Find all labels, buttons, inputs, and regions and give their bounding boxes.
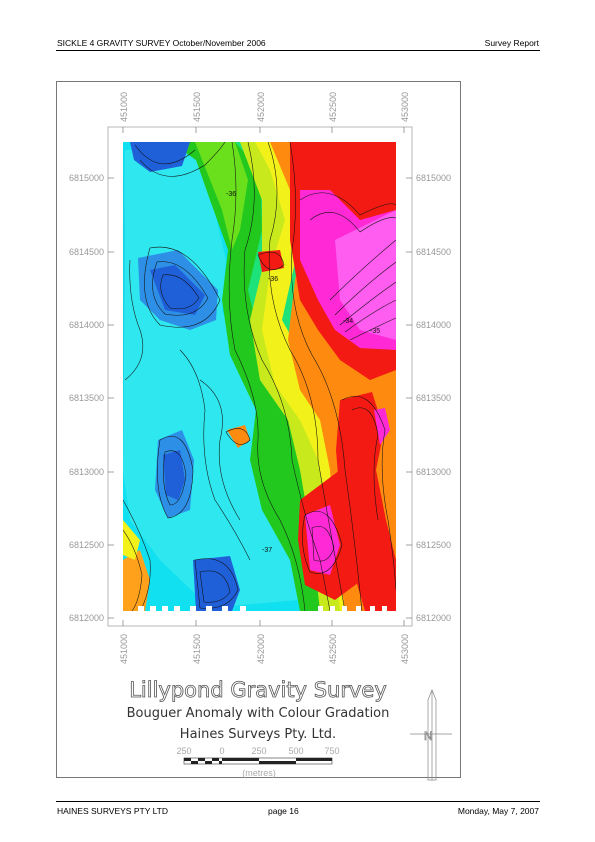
contour-label: -37: [262, 547, 272, 554]
easting-labels-top: 451000 451500 452000 452500 453000: [119, 92, 410, 122]
scale-tick-label: 500: [288, 746, 303, 756]
easting-label: 451000: [119, 92, 129, 122]
contour-label: -35: [370, 328, 380, 335]
footer-date: Monday, May 7, 2007: [458, 806, 539, 816]
easting-label: 451000: [119, 634, 129, 664]
map-subtitle: Bouguer Anomaly with Colour Gradation: [127, 706, 390, 721]
easting-label: 453000: [400, 92, 410, 122]
northing-label: 6814000: [69, 320, 104, 330]
title-block: Lillypond Gravity Survey Bouguer Anomaly…: [127, 678, 390, 742]
scale-tick-label: 250: [251, 746, 266, 756]
company-name: Haines Surveys Pty. Ltd.: [180, 727, 336, 742]
scale-tick-label: 0: [219, 746, 224, 756]
footer-page-number: page 16: [268, 806, 299, 816]
easting-label: 452500: [328, 92, 338, 122]
northing-label: 6812000: [69, 613, 104, 623]
northing-label: 6815000: [416, 173, 451, 183]
easting-labels-bottom: 451000 451500 452000 452500 453000: [119, 634, 410, 664]
easting-label: 452000: [256, 634, 266, 664]
footer-company: HAINES SURVEYS PTY LTD: [57, 806, 168, 816]
northing-label: 6814000: [416, 320, 451, 330]
scale-bar: 250 0 250 500 750 (metres): [176, 746, 339, 778]
north-label: N: [424, 729, 433, 743]
northing-label: 6813500: [69, 393, 104, 403]
northing-label: 6814500: [69, 247, 104, 257]
northing-label: 6812000: [416, 613, 451, 623]
northing-label: 6813000: [69, 467, 104, 477]
easting-label: 452000: [256, 92, 266, 122]
northing-label: 6813000: [416, 467, 451, 477]
colour-raster: [123, 142, 396, 611]
contour-label: -34: [343, 318, 353, 325]
scale-tick-label: 750: [324, 746, 339, 756]
north-arrow-icon: N: [410, 690, 452, 780]
contour-label: -36: [226, 191, 236, 198]
easting-label: 451500: [192, 92, 202, 122]
easting-label: 451500: [192, 634, 202, 664]
contour-label: -36: [268, 276, 278, 283]
northing-label: 6812500: [69, 540, 104, 550]
northing-labels-right: 6815000 6814500 6814000 6813500 6813000 …: [416, 173, 451, 623]
easting-label: 452500: [328, 634, 338, 664]
northing-label: 6813500: [416, 393, 451, 403]
page-footer: HAINES SURVEYS PTY LTD page 16 Monday, M…: [56, 801, 540, 816]
map-title: Lillypond Gravity Survey: [129, 678, 387, 702]
scale-unit: (metres): [242, 768, 276, 778]
scale-tick-label: 250: [176, 746, 191, 756]
northing-label: 6814500: [416, 247, 451, 257]
easting-label: 453000: [400, 634, 410, 664]
northing-label: 6815000: [69, 173, 104, 183]
northing-labels-left: 6815000 6814500 6814000 6813500 6813000 …: [69, 173, 104, 623]
northing-label: 6812500: [416, 540, 451, 550]
